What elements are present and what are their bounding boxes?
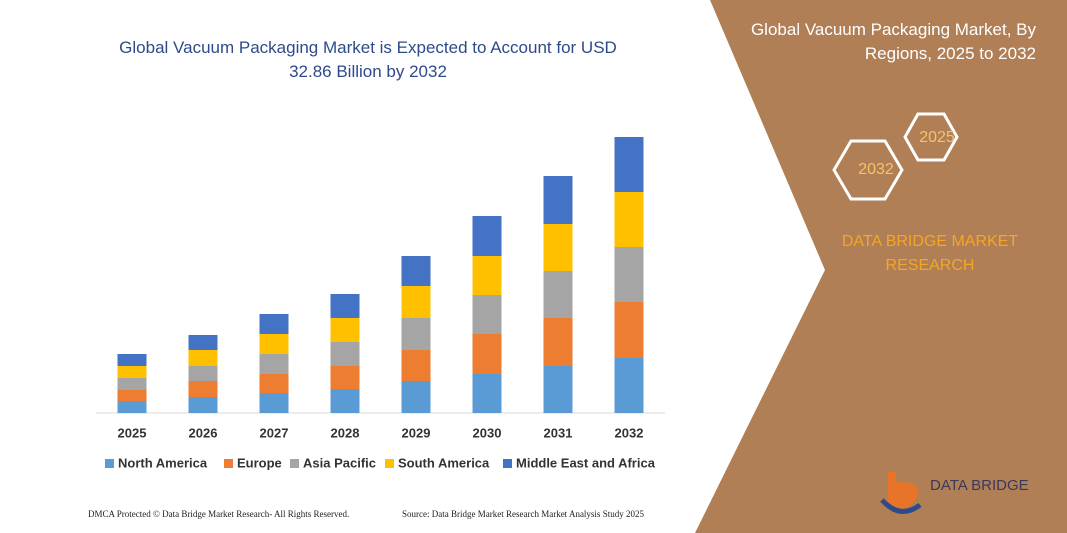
bar-segment [614,358,644,413]
footer-right: Source: Data Bridge Market Research Mark… [402,509,644,519]
x-tick-label: 2031 [544,425,573,440]
x-tick-label: 2030 [473,425,502,440]
legend-label: North America [118,455,208,470]
bar-segment [614,247,644,302]
x-tick-label: 2029 [402,425,431,440]
legend-swatch [385,459,394,468]
bar-segment [472,256,502,295]
bar-segment [117,401,147,413]
badge-label: 2025 [919,129,955,146]
brand: DATA BRIDGE MARKET RESEARCH [841,233,1019,274]
legend-swatch [224,459,233,468]
bar-segment [330,366,360,389]
bar-segment [472,334,502,374]
x-tick-label: 2028 [331,425,360,440]
logo-text: DATA BRIDGE [930,477,1029,494]
logo-mark [888,472,919,511]
legend-swatch [105,459,114,468]
bar-segment [188,335,218,350]
logo-mark [880,498,922,514]
bar-segment [401,318,431,350]
legend-label: South America [398,455,490,470]
badge-label: 2032 [858,161,894,178]
bar-segment [117,390,147,401]
legend-label: Europe [237,455,282,470]
legend-swatch [503,459,512,468]
side-panel [695,0,1067,533]
bar-segment [472,216,502,256]
bar-segment [117,354,147,366]
bar-segment [188,381,218,397]
bar-segment [259,314,289,334]
bar-segment [543,318,573,366]
bar-segment [188,366,218,381]
bar-segment [259,393,289,413]
bar-segment [330,342,360,366]
bar-segment [259,334,289,354]
legend-swatch [290,459,299,468]
bar-segment [614,137,644,192]
bar-segment [401,381,431,413]
bar-segment [401,286,431,318]
bar-segment [472,295,502,334]
bar-segment [188,397,218,413]
legend-label: Middle East and Africa [516,455,656,470]
badge [903,112,959,162]
bar-segment [543,224,573,271]
bar-segment [401,350,431,381]
bar-segment [330,294,360,318]
bar-segment [543,366,573,413]
badge [832,139,904,201]
bar-segment [259,374,289,393]
bar-segment [543,271,573,318]
bar-segment [401,256,431,286]
side-title: Global Vacuum Packaging Market, By Regio… [750,20,1036,63]
bar-segment [188,350,218,366]
x-tick-label: 2032 [615,425,644,440]
x-tick-label: 2026 [189,425,218,440]
bar-segment [614,192,644,247]
x-tick-label: 2027 [260,425,289,440]
x-tick-label: 2025 [118,425,147,440]
bar-segment [472,374,502,413]
bar-segment [543,176,573,224]
bar-segment [259,354,289,374]
chart-title: Global Vacuum Packaging Market is Expect… [119,38,617,81]
bar-segment [330,389,360,413]
bar-segment [614,302,644,358]
bar-segment [330,318,360,342]
footer-left: DMCA Protected © Data Bridge Market Rese… [88,509,350,519]
bar-segment [117,378,147,390]
bar-segment [117,366,147,378]
legend-label: Asia Pacific [303,455,376,470]
